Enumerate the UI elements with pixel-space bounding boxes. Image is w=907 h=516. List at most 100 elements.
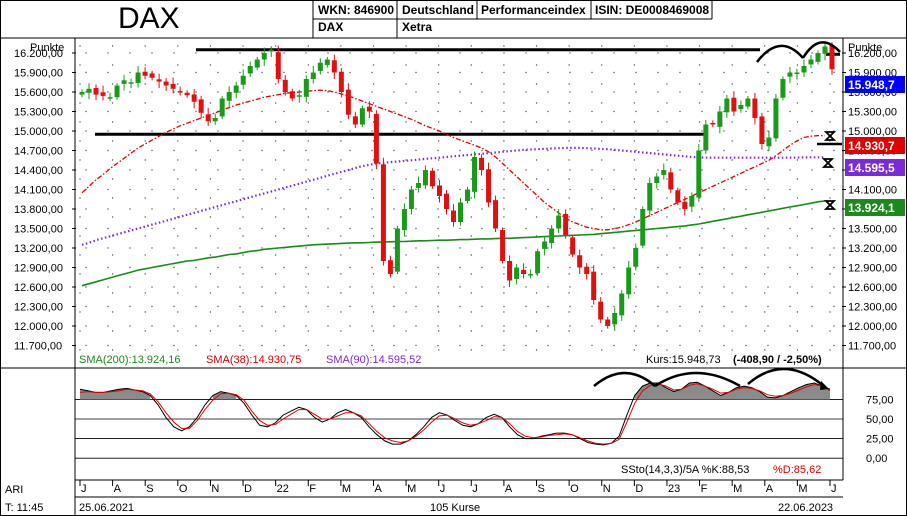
grid-dot [613, 91, 615, 93]
grid-dot [796, 273, 799, 275]
candle-up [745, 98, 751, 107]
grid-dot [666, 235, 668, 237]
grid-dot [470, 83, 473, 85]
grid-dot [767, 227, 769, 230]
grid-dot [195, 208, 197, 210]
grid-dot [796, 159, 799, 161]
grid-dot [745, 110, 747, 113]
grid-dot [613, 208, 615, 210]
grid-dot [129, 247, 131, 249]
grid-dot [679, 71, 681, 74]
grid-dot [393, 110, 395, 113]
grid-dot [393, 71, 395, 74]
grid-dot [470, 64, 473, 66]
grid-dot [371, 52, 373, 54]
grid-dot [666, 349, 668, 351]
grid-dot [679, 286, 681, 288]
grid-dot [144, 197, 146, 199]
grid-dot [217, 91, 219, 93]
grid-dot [811, 149, 813, 152]
grid-dot [305, 227, 307, 230]
grid-dot [731, 64, 733, 66]
grid-dot [525, 188, 527, 191]
grid-dot [601, 178, 603, 180]
grid-dot [85, 130, 87, 132]
left-unit-label: Punkte [30, 42, 64, 54]
grid-dot [349, 208, 351, 210]
exchange-country: Deutschland [402, 3, 475, 17]
grid-dot [437, 286, 439, 288]
y-tick-label-right: 11.700,00 [848, 341, 896, 353]
y-tick-label-left: 13.200,00 [14, 243, 63, 255]
grid-dot [195, 305, 197, 308]
grid-dot [405, 254, 407, 256]
grid-dot [633, 235, 636, 237]
candle-down [436, 185, 442, 196]
grid-dot [635, 188, 637, 191]
grid-dot [283, 266, 285, 269]
grid-dot [151, 188, 153, 191]
grid-dot [633, 178, 636, 180]
candle-down [682, 201, 688, 209]
grid-dot [305, 305, 307, 308]
grid-dot [459, 286, 461, 288]
grid-dot [340, 140, 342, 142]
y-tick-label-right: 12.600,00 [848, 282, 897, 294]
price-badge [845, 76, 905, 93]
y-tick-label-left: 15.300,00 [14, 107, 63, 119]
grid-dot [657, 344, 659, 347]
grid-dot [327, 305, 329, 308]
grid-dot [111, 197, 114, 199]
grid-dot [633, 102, 636, 104]
grid-dot [274, 254, 277, 256]
grid-dot [613, 52, 615, 54]
stochastic-overbought-fill [212, 391, 237, 400]
grid-dot [349, 188, 351, 191]
grid-dot [307, 216, 309, 218]
grid-dot [568, 140, 570, 142]
grid-dot [503, 286, 505, 288]
footer-start-date: 25.06.2021 [79, 502, 134, 514]
grid-dot [177, 311, 179, 313]
grid-dot [437, 247, 439, 249]
grid-dot [242, 45, 244, 47]
grid-dot [525, 286, 527, 288]
grid-dot [470, 330, 473, 332]
grid-dot [144, 102, 146, 104]
grid-dot [173, 286, 175, 288]
candle-down [591, 271, 597, 300]
grid-dot [111, 330, 114, 332]
grid-dot [195, 169, 197, 171]
grid-dot [745, 188, 747, 191]
grid-dot [274, 311, 277, 313]
grid-dot [745, 149, 747, 152]
candle-up [773, 98, 779, 139]
grid-dot [151, 227, 153, 230]
y-tick-label-right: 12.300,00 [848, 302, 897, 314]
grid-dot [833, 325, 835, 327]
x-tick-label: N [211, 483, 219, 495]
grid-dot [405, 273, 407, 275]
grid-dot [591, 305, 593, 308]
candle-down [198, 99, 204, 113]
grid-dot [701, 71, 703, 74]
candle-up [324, 59, 330, 66]
grid-dot [481, 325, 483, 327]
grid-dot [151, 286, 153, 288]
grid-dot [283, 188, 285, 191]
grid-dot [261, 227, 263, 230]
grid-dot [459, 344, 461, 347]
grid-dot [209, 140, 212, 142]
candle-down [156, 79, 162, 82]
grid-dot [340, 292, 342, 294]
grid-dot [525, 208, 527, 210]
grid-dot [568, 273, 570, 275]
grid-dot [569, 286, 571, 288]
grid-dot [829, 235, 831, 237]
grid-dot [731, 197, 733, 199]
price-badge-label: 14.930,7 [848, 139, 895, 153]
grid-dot [85, 169, 87, 171]
grid-dot [79, 83, 81, 85]
grid-dot [745, 286, 747, 288]
grid-dot [833, 188, 835, 191]
